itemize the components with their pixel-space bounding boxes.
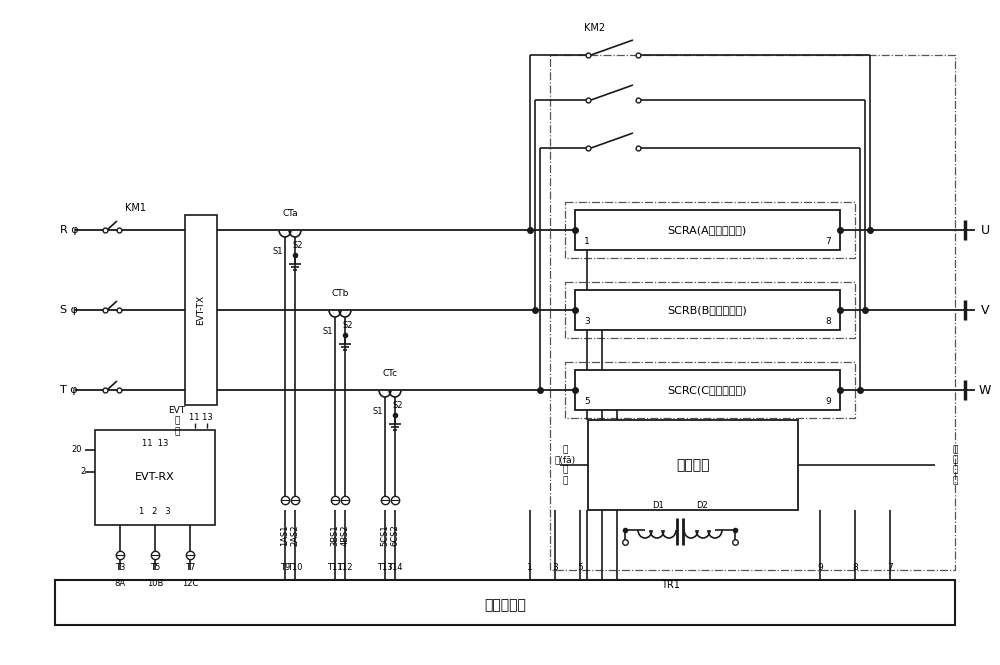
Bar [575,290,840,330]
Text: S1: S1 [273,247,283,257]
Text: TR1: TR1 [661,580,679,590]
Text: 11  13: 11 13 [142,440,168,448]
Text: 3: 3 [552,563,558,573]
Text: S φ: S φ [60,305,78,315]
Text: 8: 8 [825,317,831,327]
Text: 1AS1: 1AS1 [280,524,290,546]
Text: T9: T9 [280,563,290,573]
Text: 1: 1 [527,563,533,573]
Text: S2: S2 [393,402,403,410]
Text: 反
饋
光
纖: 反 饋 光 纖 [952,445,958,485]
Text: T14: T14 [387,563,403,573]
Text: 3: 3 [584,317,590,327]
Text: EVT
光
纖: EVT 光 纖 [168,406,186,436]
Text: KM1: KM1 [124,203,146,213]
Bar [95,430,215,525]
Text: 10B: 10B [147,579,163,587]
Text: 1: 1 [584,237,590,247]
Text: T φ: T φ [60,385,78,395]
Text: S2: S2 [343,321,353,331]
Text: 12C: 12C [182,579,198,587]
Text: T5: T5 [150,563,160,573]
Text: KM2: KM2 [584,23,606,33]
Text: 5: 5 [584,398,590,406]
Text: CTb: CTb [331,289,349,299]
Text: 11 13: 11 13 [189,412,213,422]
Text: EVT-TX: EVT-TX [196,295,206,325]
Text: T3: T3 [115,563,125,573]
Text: T12: T12 [337,563,353,573]
Text: 8A: 8A [114,579,126,587]
Text: 觸
發(fā)
光
纖: 觸 發(fā) 光 纖 [554,445,576,485]
Text: D1: D1 [652,501,664,509]
Text: 触发控制: 触发控制 [676,458,710,472]
Text: 9: 9 [817,563,823,573]
Text: SCRB(B相晶閒管组): SCRB(B相晶閒管组) [667,305,747,315]
Text: W: W [979,384,991,396]
Text: S1: S1 [373,408,383,416]
Bar [575,370,840,410]
Text: 2: 2 [80,467,86,477]
Text: 20: 20 [72,446,82,454]
Text: T7: T7 [185,563,195,573]
Text: 3BS1: 3BS1 [330,524,340,546]
Text: T10: T10 [287,563,303,573]
Text: 主控制电路: 主控制电路 [484,598,526,612]
Text: S1: S1 [323,327,333,336]
Text: CTa: CTa [282,209,298,219]
Text: 5CS1: 5CS1 [380,524,390,546]
Text: 5: 5 [577,563,583,573]
Text: 2AS2: 2AS2 [290,524,300,546]
Text: 7: 7 [887,563,893,573]
Text: 1   2   3: 1 2 3 [139,507,171,515]
Bar [575,210,840,250]
Text: 4BS2: 4BS2 [340,524,350,546]
Text: T11: T11 [327,563,343,573]
Text: 9: 9 [825,398,831,406]
Text: 6CS2: 6CS2 [390,524,400,546]
Text: D2: D2 [696,501,708,509]
Text: SCRC(C相晶閒管组): SCRC(C相晶閒管组) [667,385,747,395]
Text: R φ: R φ [60,225,79,235]
Text: 8: 8 [852,563,858,573]
Text: T13: T13 [377,563,393,573]
Bar [185,215,217,405]
Text: SCRA(A相晶閒管组): SCRA(A相晶閒管组) [667,225,747,235]
Bar [55,580,955,625]
Text: V: V [981,303,989,317]
Text: EVT-RX: EVT-RX [135,472,175,482]
Text: CTc: CTc [382,370,398,378]
Text: 7: 7 [825,237,831,247]
Text: S2: S2 [293,241,303,251]
Bar [588,420,798,510]
Text: U: U [980,223,990,237]
